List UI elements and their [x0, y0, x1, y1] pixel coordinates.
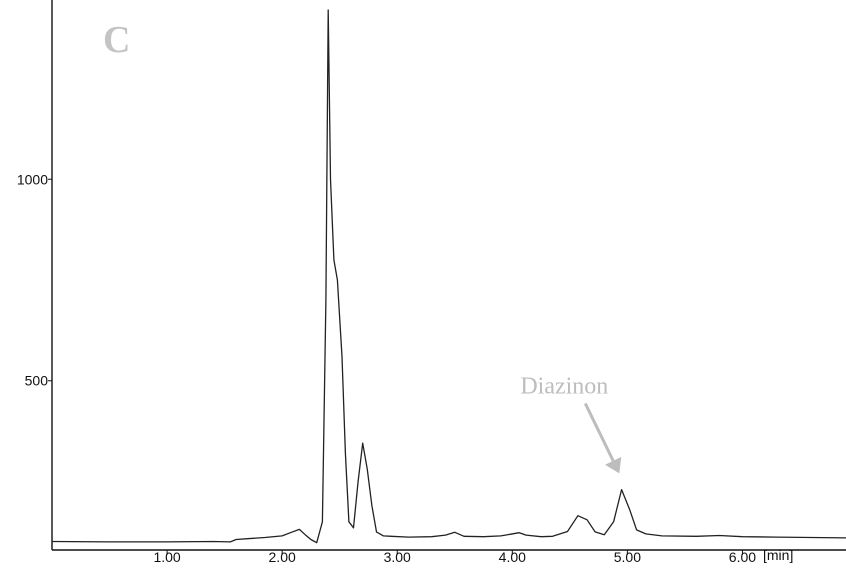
y-tick-label: 500	[25, 373, 49, 389]
x-tick-label: 1.00	[153, 549, 180, 565]
x-tick-label: 4.00	[499, 549, 526, 565]
annotations: Diazinon	[520, 373, 622, 474]
x-tick-label: 2.00	[269, 549, 296, 565]
y-axis-ticks: 500 1000	[17, 171, 52, 389]
y-tick-label: 1000	[17, 171, 48, 187]
annotation-arrow-head	[605, 456, 622, 474]
x-tick-label: 3.00	[384, 549, 411, 565]
annotation-arrow-shaft	[583, 402, 615, 462]
annotation-label: Diazinon	[520, 373, 608, 399]
chromatogram-trace	[51, 9, 846, 544]
x-axis-unit-label: [min]	[763, 547, 793, 563]
panel-label: C	[103, 19, 130, 61]
x-tick-label: 6.00	[729, 549, 756, 565]
x-axis-ticks: 1.00 2.00 3.00 4.00 5.00 6.00	[153, 549, 756, 565]
x-tick-label: 5.00	[614, 549, 641, 565]
plot-area: 1.00 2.00 3.00 4.00 5.00 6.00 500 1000	[17, 0, 846, 565]
